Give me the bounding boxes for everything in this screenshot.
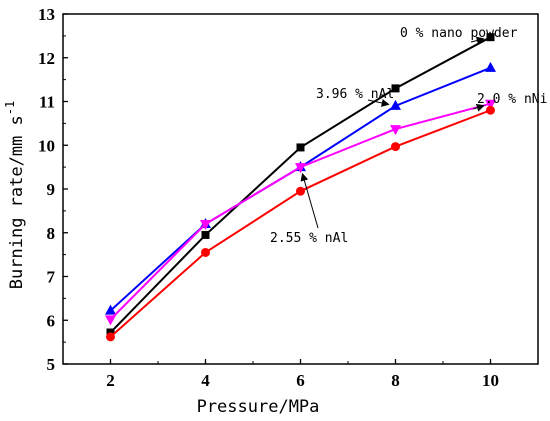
ticks-layer: 2 4 6 8 10 5 6 7 8 9 10 11 12 13 [38, 5, 499, 390]
annotation-label-0: 0 % nano powder [400, 26, 518, 41]
y-tick-label-6: 6 [47, 311, 56, 330]
x-tick-label-10: 10 [482, 371, 499, 390]
y-axis-label-superscript: -1 [3, 101, 17, 115]
annotation-arrow-0 [470, 36, 485, 45]
y-tick-label-8: 8 [47, 224, 56, 243]
x-tick-label-2: 2 [106, 371, 115, 390]
data-point-s1-8 [390, 99, 401, 110]
data-point-s2-4 [200, 220, 211, 230]
annotation-arrow-1 [367, 99, 390, 107]
y-axis-label: Burning rate/mm s-1 [3, 101, 27, 289]
x-tick-label-4: 4 [201, 371, 210, 390]
data-point-s2-8 [390, 125, 401, 136]
data-point-s0-4 [201, 230, 210, 239]
y-axis-label-text: Burning rate/mm s [7, 115, 27, 289]
annotation-layer: 0 % nano powder 3.96 % nAl 2.0 % nNi 2.55 %… [270, 26, 547, 246]
y-tick-label-12: 12 [38, 49, 55, 68]
data-point-s2-2 [105, 315, 116, 326]
data-point-s0-8 [391, 84, 400, 93]
y-tick-label-9: 9 [47, 180, 56, 199]
x-tick-label-6: 6 [296, 371, 305, 390]
y-tick-label-7: 7 [47, 268, 56, 287]
series-line-0 [109, 36, 491, 334]
series-layer [105, 33, 496, 342]
y-tick-label-11: 11 [39, 93, 55, 112]
y-tick-label-5: 5 [47, 355, 56, 374]
data-point-s3-10 [486, 105, 495, 115]
data-point-s3-8 [391, 142, 400, 152]
y-tick-label-13: 13 [38, 5, 55, 24]
data-point-s0-6 [296, 143, 305, 152]
annotation-label-2: 2.0 % nNi [477, 92, 547, 107]
data-point-s2-6 [295, 163, 306, 174]
y-axis-label-group: Burning rate/mm s-1 [3, 101, 27, 289]
data-point-s2-10 [485, 99, 496, 110]
data-point-s0-10 [486, 33, 495, 42]
y-tick-label-10: 10 [38, 136, 55, 155]
data-point-s1-2 [105, 304, 116, 315]
annotation-label-1: 3.96 % nAl [316, 87, 394, 102]
data-point-s3-2 [106, 332, 115, 342]
x-tick-label-8: 8 [391, 371, 400, 390]
data-point-s3-6 [296, 186, 305, 196]
annotation-arrow-2 [472, 103, 485, 112]
data-point-s1-10 [485, 61, 496, 72]
data-point-s3-4 [201, 247, 210, 257]
annotation-arrow-3 [300, 172, 319, 229]
annotation-label-3: 2.55 % nAl [270, 231, 348, 246]
x-axis-label: Pressure/MPa [197, 397, 320, 417]
